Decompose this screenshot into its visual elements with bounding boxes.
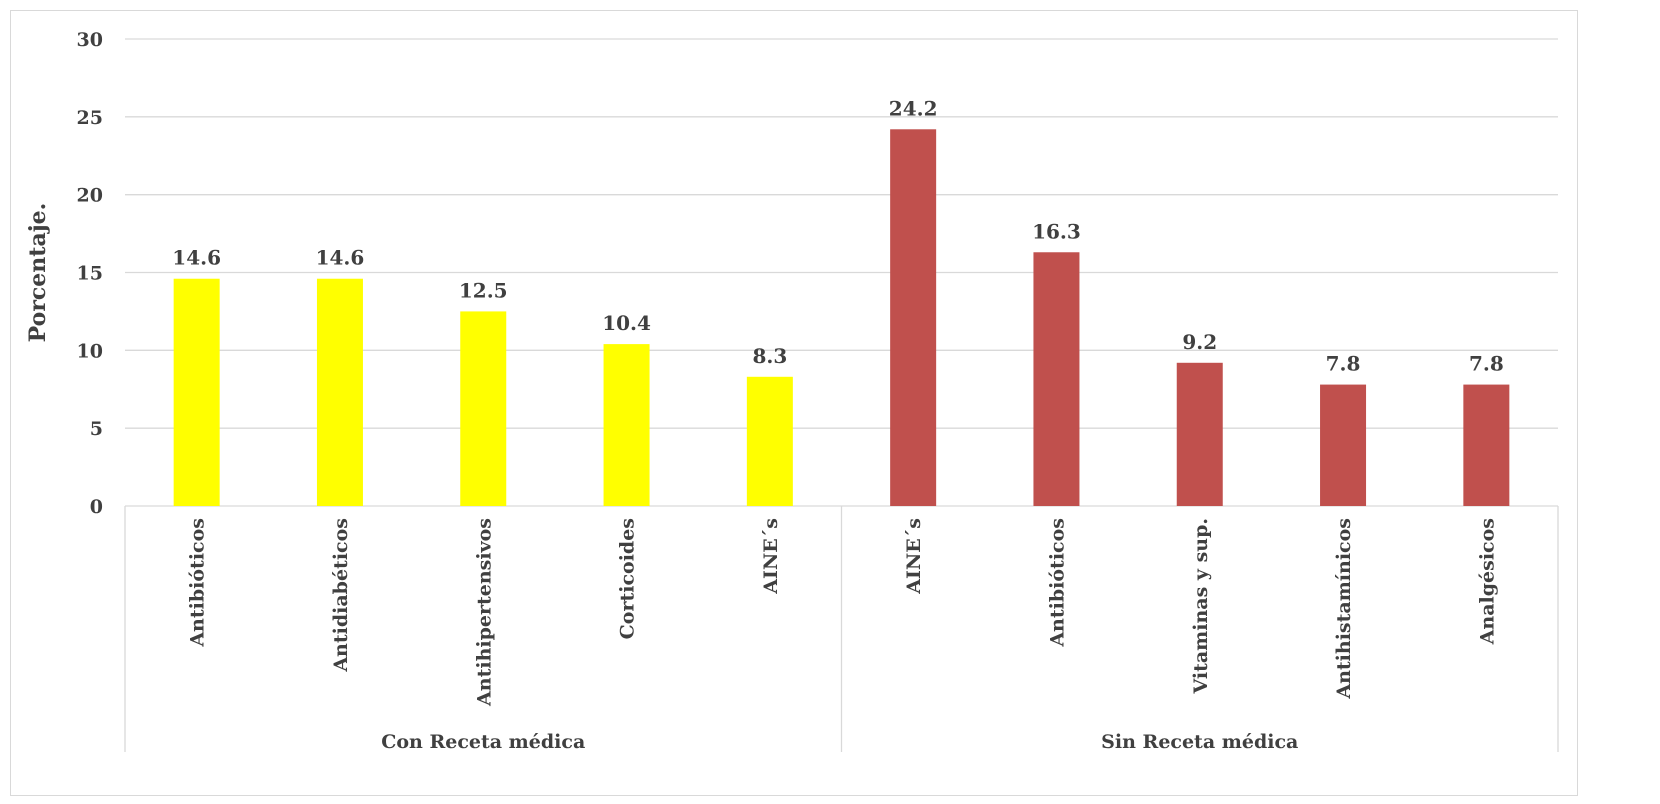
y-tick-label: 15 <box>77 263 103 285</box>
group-label: Sin Receta médica <box>1101 731 1298 753</box>
category-label: Vitaminas y sup. <box>1190 518 1212 695</box>
category-label: Antibióticos <box>1046 518 1068 648</box>
data-label: 16.3 <box>1032 219 1081 243</box>
y-tick-label: 25 <box>77 107 103 129</box>
y-tick-label: 5 <box>90 418 103 440</box>
category-label: Analgésicos <box>1476 518 1498 645</box>
data-label: 8.3 <box>752 344 787 368</box>
y-tick-label: 0 <box>90 496 103 518</box>
data-label: 7.8 <box>1326 352 1361 376</box>
bar <box>1033 252 1080 506</box>
bar <box>173 278 220 506</box>
y-axis-title: Porcentaje. <box>25 203 51 343</box>
data-label: 10.4 <box>602 311 651 335</box>
bar <box>603 344 650 506</box>
bar <box>890 129 937 506</box>
category-label: AINE´s <box>903 518 925 595</box>
chart-frame <box>10 10 1578 796</box>
category-label: Antidiabéticos <box>330 518 352 673</box>
group-label: Con Receta médica <box>381 731 585 753</box>
bar <box>1320 384 1367 506</box>
y-tick-label: 10 <box>77 340 103 362</box>
bar <box>460 311 507 506</box>
category-label: Antihipertensivos <box>473 518 495 707</box>
data-label: 12.5 <box>459 278 508 302</box>
y-tick-label: 30 <box>77 29 103 51</box>
data-label: 24.2 <box>889 96 938 120</box>
bar <box>316 278 363 506</box>
bar <box>1176 362 1223 506</box>
category-label: Antibióticos <box>187 518 209 648</box>
category-label: Corticoides <box>617 518 639 639</box>
bar <box>746 376 793 506</box>
bar <box>1463 384 1510 506</box>
data-label: 7.8 <box>1469 352 1504 376</box>
data-label: 14.6 <box>316 246 365 270</box>
y-tick-label: 20 <box>77 185 103 207</box>
data-label: 9.2 <box>1182 330 1217 354</box>
category-label: Antihistamínicos <box>1333 518 1355 700</box>
category-label: AINE´s <box>760 518 782 595</box>
data-label: 14.6 <box>172 246 221 270</box>
